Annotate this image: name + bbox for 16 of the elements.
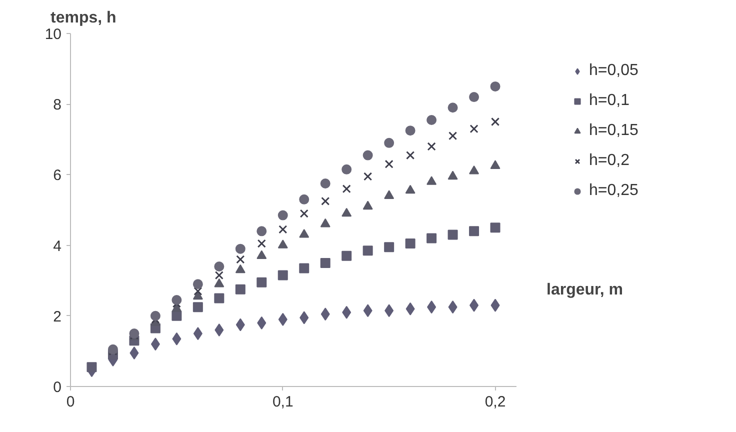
y-axis-title: temps, h: [50, 10, 116, 26]
y-tick-label: 2: [53, 308, 62, 326]
y-tick-label: 8: [53, 96, 62, 114]
legend-label: h=0,15: [589, 122, 638, 140]
x-tick-label: 0,2: [484, 394, 506, 410]
y-tick-label: 4: [53, 238, 62, 255]
x-tick-label: 0: [66, 394, 75, 410]
legend-label: h=0,1: [589, 92, 630, 110]
y-tick-label: 10: [44, 26, 62, 43]
legend-label: h=0,05: [589, 62, 638, 80]
y-tick-label: 6: [53, 167, 62, 184]
x-tick-label: 0,1: [272, 394, 294, 410]
x-axis-title: largeur, m: [546, 282, 623, 298]
y-tick-label: 0: [53, 379, 62, 396]
legend-label: h=0,2: [589, 152, 630, 170]
legend-label: h=0,25: [589, 182, 638, 200]
